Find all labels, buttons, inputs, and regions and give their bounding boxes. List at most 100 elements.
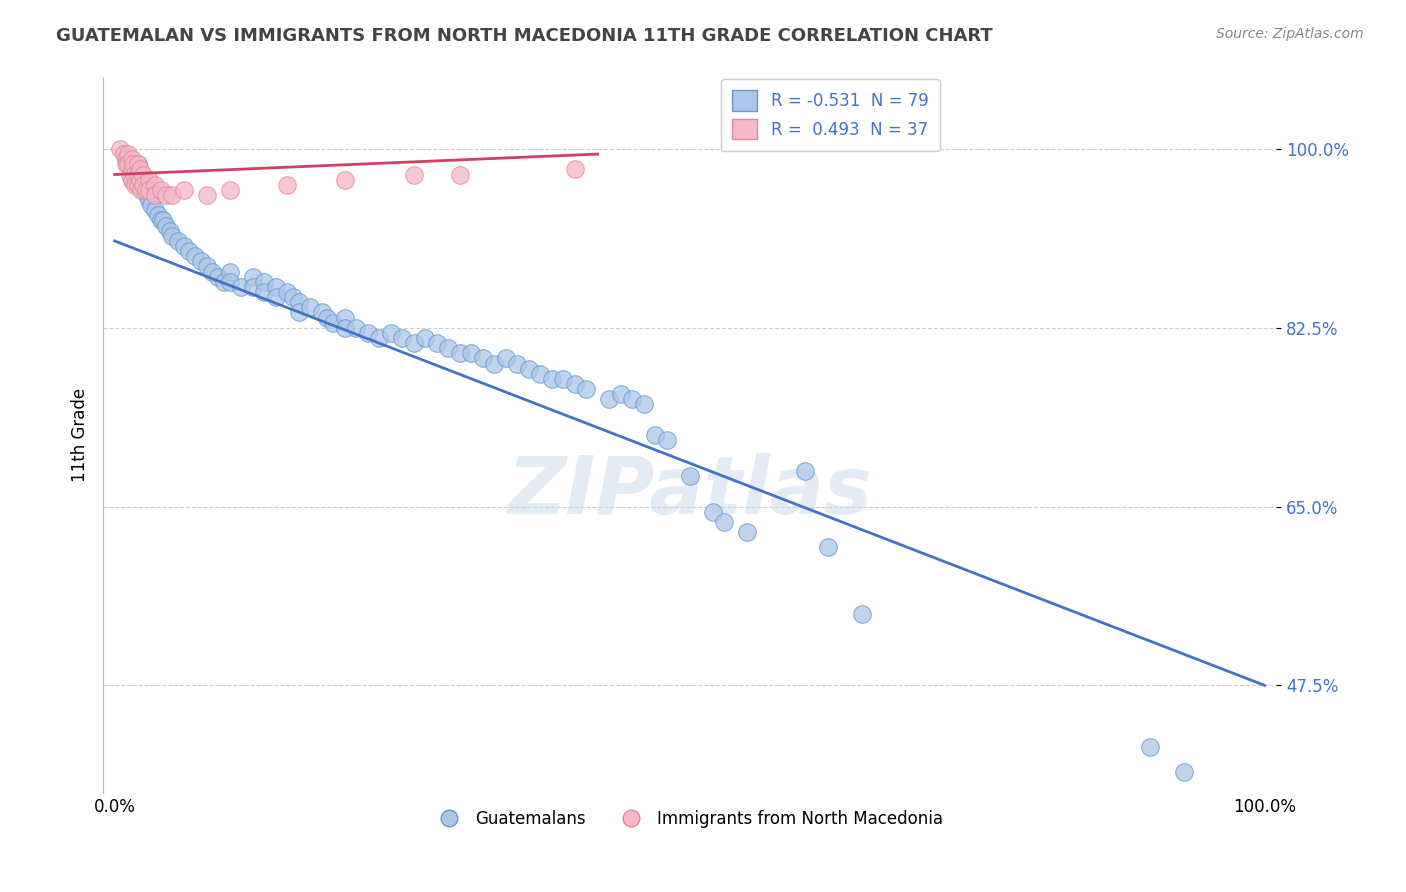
Point [633,397,655,411]
Point [167,234,190,248]
Point [155,219,177,233]
Point [413,331,436,345]
Point [121,162,143,177]
Point [276,285,298,299]
Point [333,320,356,334]
Point [598,392,620,407]
Point [127,168,149,182]
Point [115,157,138,171]
Point [793,464,815,478]
Point [129,172,152,186]
Point [482,357,505,371]
Point [159,224,181,238]
Point [121,172,143,186]
Point [195,188,218,202]
Point [184,249,207,263]
Point [115,152,138,166]
Point [644,428,666,442]
Point [218,183,240,197]
Point [402,336,425,351]
Point [218,275,240,289]
Point [138,193,160,207]
Text: Source: ZipAtlas.com: Source: ZipAtlas.com [1216,27,1364,41]
Point [264,280,287,294]
Point [322,316,344,330]
Point [117,147,139,161]
Point [138,183,160,197]
Point [495,351,517,366]
Point [471,351,494,366]
Point [735,525,758,540]
Point [141,198,163,212]
Point [201,264,224,278]
Point [242,280,264,294]
Point [160,188,183,202]
Point [148,208,170,222]
Point [380,326,402,340]
Point [143,203,166,218]
Point [152,213,174,227]
Point [229,280,252,294]
Point [402,168,425,182]
Point [299,301,322,315]
Point [621,392,644,407]
Point [311,305,333,319]
Point [276,178,298,192]
Point [122,157,145,171]
Point [426,336,449,351]
Point [179,244,201,259]
Point [564,376,586,391]
Point [149,183,172,197]
Text: ZIPatlas: ZIPatlas [508,453,872,532]
Point [160,228,183,243]
Point [553,372,575,386]
Point [529,367,551,381]
Y-axis label: 11th Grade: 11th Grade [72,388,89,482]
Point [155,188,177,202]
Point [110,142,132,156]
Point [702,505,724,519]
Point [135,183,157,197]
Point [218,264,240,278]
Point [132,183,155,197]
Point [460,346,482,360]
Point [132,178,155,192]
Point [129,178,152,192]
Point [129,183,152,197]
Point [149,213,172,227]
Point [333,310,356,325]
Point [506,357,529,371]
Point [575,382,598,396]
Point [287,305,309,319]
Point [391,331,413,345]
Point [132,168,155,182]
Point [127,157,149,171]
Point [127,168,149,182]
Point [143,178,166,192]
Point [713,515,735,529]
Point [253,275,276,289]
Point [356,326,378,340]
Point [333,172,356,186]
Point [1173,765,1195,780]
Point [281,290,304,304]
Point [173,239,195,253]
Point [264,290,287,304]
Point [112,147,135,161]
Point [135,188,157,202]
Point [564,162,586,177]
Point [207,269,229,284]
Point [851,607,873,621]
Point [195,260,218,274]
Point [129,162,152,177]
Point [242,269,264,284]
Point [127,178,149,192]
Point [122,168,145,182]
Point [118,168,141,182]
Point [1139,739,1161,754]
Point [143,188,166,202]
Point [449,346,471,360]
Legend: Guatemalans, Immigrants from North Macedonia: Guatemalans, Immigrants from North Maced… [430,803,949,834]
Point [253,285,276,299]
Point [368,331,391,345]
